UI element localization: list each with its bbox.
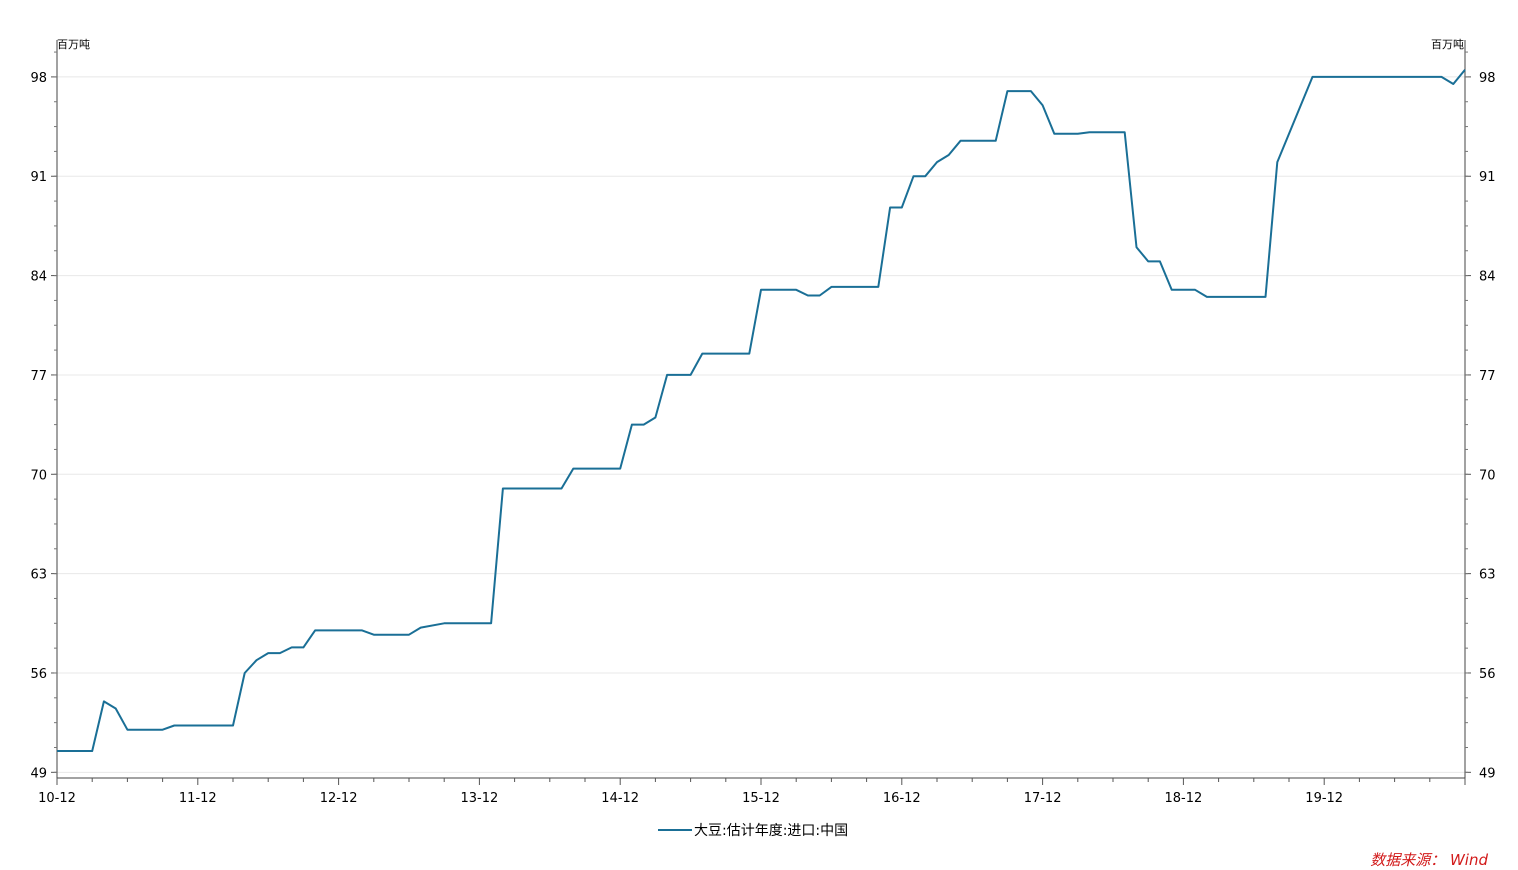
- right-unit-label: 百万吨: [1431, 38, 1464, 51]
- x-tick-label: 18-12: [1165, 791, 1203, 806]
- y-tick-label-right: 49: [1479, 766, 1496, 781]
- gridlines: [57, 76, 1465, 773]
- y-tick-label: 91: [30, 170, 47, 185]
- y-tick-label: 56: [30, 667, 47, 682]
- x-tick-label: 12-12: [320, 791, 358, 806]
- y-tick-label-right: 63: [1479, 568, 1496, 583]
- y-tick-label-right: 56: [1479, 667, 1496, 682]
- tick-marks: [51, 51, 1471, 785]
- y-tick-label: 98: [30, 71, 47, 86]
- y-tick-label: 70: [30, 468, 47, 483]
- y-tick-label-right: 77: [1479, 369, 1496, 384]
- tick-labels: 49 49 56 56 63 63 70 70 77 77 84 84 91 91 98 98 10-12 11-…: [30, 71, 1495, 806]
- y-tick-label-right: 91: [1479, 170, 1496, 185]
- legend-label: 大豆:估计年度:进口:中国: [694, 823, 849, 839]
- y-tick-label-right: 98: [1479, 71, 1496, 86]
- legend: 大豆:估计年度:进口:中国: [658, 819, 848, 841]
- legend-swatch: [658, 829, 692, 831]
- series-line: [57, 69, 1466, 752]
- y-tick-label-right: 84: [1479, 270, 1496, 285]
- x-tick-label: 13-12: [461, 791, 499, 806]
- y-tick-label: 77: [30, 369, 47, 384]
- axes: [56, 40, 1466, 779]
- y-tick-label-right: 70: [1479, 468, 1496, 483]
- x-tick-label: 15-12: [742, 791, 780, 806]
- x-tick-label: 19-12: [1305, 791, 1343, 806]
- y-tick-label: 49: [30, 766, 47, 781]
- left-unit-label: 百万吨: [57, 38, 90, 51]
- source-note: 数据来源： Wind: [1370, 851, 1488, 869]
- x-tick-label: 17-12: [1024, 791, 1062, 806]
- y-tick-label: 63: [30, 568, 47, 583]
- x-tick-label: 16-12: [883, 791, 921, 806]
- x-tick-label: 14-12: [601, 791, 639, 806]
- y-tick-label: 84: [30, 270, 47, 285]
- x-tick-label: 11-12: [179, 791, 217, 806]
- x-tick-label: 10-12: [38, 791, 76, 806]
- series-group: [57, 69, 1466, 752]
